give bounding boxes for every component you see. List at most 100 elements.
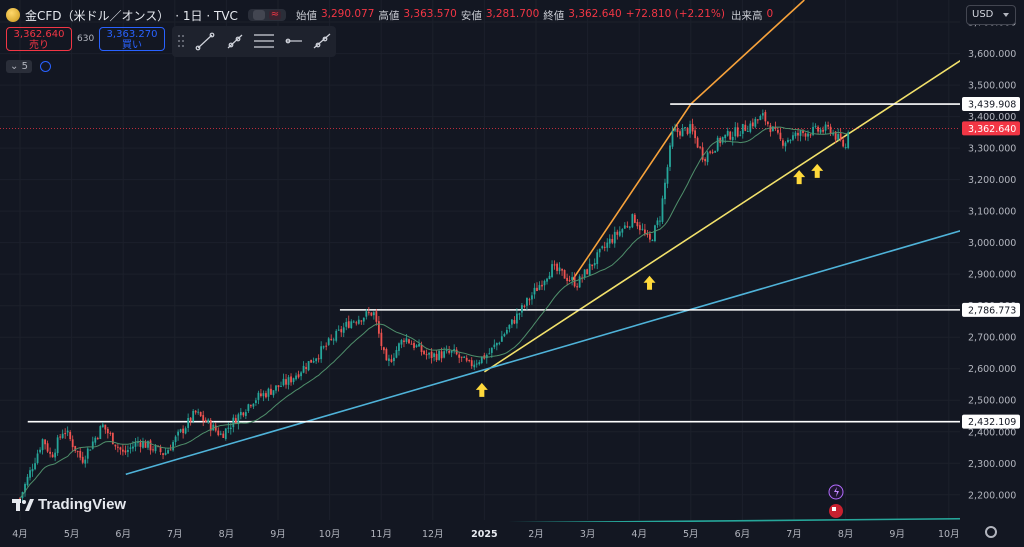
price-axis[interactable]: 2,200.000 2,300.000 2,400.000 2,500.000 2,60… <box>960 0 1024 547</box>
candle-body <box>490 347 493 353</box>
trendline-tool-icon[interactable] <box>195 32 215 51</box>
interval-label[interactable]: · 1日 · TVC <box>175 8 238 23</box>
candle-body <box>774 126 777 129</box>
candle-body <box>458 354 461 358</box>
candle-body <box>643 229 646 234</box>
time-axis[interactable]: 4月 5月 6月 7月 8月 9月 10月 11月 12月 2025 2月 3月 4月 5月 6月 7月 8月 9… <box>0 522 960 547</box>
candle-body <box>144 441 147 448</box>
level-price-tag <box>962 414 1020 429</box>
candle-body <box>69 431 72 440</box>
candle-body <box>526 298 528 306</box>
candle-body <box>290 376 292 383</box>
candle-body <box>764 111 767 122</box>
time-tick-label: 8月 <box>838 529 854 540</box>
market-status-pill[interactable]: ≈ <box>247 9 286 21</box>
candle-body <box>372 312 375 316</box>
last-price-tag <box>962 121 1020 136</box>
candle-body <box>440 351 443 359</box>
ray-tool-icon[interactable] <box>227 34 243 49</box>
buy-button[interactable]: 3,363.270 買い <box>99 27 165 51</box>
candle-body <box>664 182 666 200</box>
candle-body <box>109 432 112 434</box>
candle-body <box>116 446 119 448</box>
candle-body <box>714 150 717 153</box>
candle-body <box>814 125 817 127</box>
candle-body <box>262 393 265 397</box>
candle-body <box>463 356 466 359</box>
candle-body <box>583 269 586 278</box>
candle-body <box>204 419 207 423</box>
candle-body <box>56 437 59 454</box>
candle-body <box>445 349 448 352</box>
chevron-down-icon: ⌄ <box>10 61 19 72</box>
candle-body <box>809 134 812 136</box>
extended-line-tool-icon[interactable] <box>313 33 331 49</box>
currency-select[interactable]: USD <box>966 5 1016 25</box>
candle-body <box>398 343 400 351</box>
candle-body <box>89 449 92 451</box>
candle-body <box>247 404 250 411</box>
gold-icon <box>6 8 20 22</box>
candle-body <box>24 484 26 493</box>
candle-body <box>99 426 102 440</box>
candle-body <box>438 350 441 360</box>
candle-body <box>300 372 302 377</box>
fib-tool-icon[interactable] <box>254 34 274 48</box>
horizontal-levels <box>0 103 960 423</box>
candle-body <box>536 287 538 291</box>
indicator-settings-icon[interactable] <box>39 61 51 72</box>
candle-body <box>787 139 789 143</box>
spread-value: 630 <box>77 34 95 44</box>
candle-body <box>546 278 548 282</box>
candle-body <box>689 124 691 134</box>
gear-icon[interactable] <box>985 526 997 538</box>
price-tick-label: 2,500.000 <box>968 396 1016 407</box>
candle-body <box>531 295 533 300</box>
candle-body <box>81 456 84 463</box>
time-tick-label: 6月 <box>115 529 131 540</box>
sell-button[interactable]: 3,362.640 売り <box>6 27 72 51</box>
symbol-title[interactable]: 金CFD（米ドル／オンス） <box>25 8 170 23</box>
drawing-toolbar <box>172 26 336 57</box>
time-tick-label: 7月 <box>786 529 802 540</box>
candle-body <box>385 348 388 361</box>
price-tick-label: 3,000.000 <box>968 238 1016 249</box>
candle-body <box>370 312 373 316</box>
grid <box>0 0 960 520</box>
candle-body <box>488 353 491 355</box>
candle-body <box>561 268 563 271</box>
level-price-tag <box>962 97 1020 112</box>
candle-body <box>36 453 39 464</box>
time-tick-label: 2月 <box>528 529 544 540</box>
candle-body <box>64 433 67 435</box>
candle-body <box>608 238 611 244</box>
candle-body <box>121 449 124 452</box>
candle-body <box>598 248 601 253</box>
candle-body <box>558 267 561 272</box>
candle-body <box>659 220 661 222</box>
indicator-toggle[interactable]: ⌄ 5 <box>6 60 32 73</box>
candle-body <box>66 430 69 433</box>
price-tick-label: 3,200.000 <box>968 175 1016 186</box>
candle-body <box>603 246 606 248</box>
horizontal-line-tool-icon[interactable] <box>285 38 302 44</box>
candle-body <box>360 320 363 322</box>
candle-body <box>656 220 659 225</box>
candle-body <box>132 446 134 449</box>
candle-body <box>626 226 629 228</box>
candle-body <box>701 147 704 160</box>
candle-body <box>500 336 503 342</box>
candle-body <box>382 347 385 351</box>
candle-body <box>510 319 513 325</box>
candle-body <box>686 127 689 134</box>
candle-body <box>260 393 262 397</box>
candle-body <box>189 417 192 422</box>
candle-body <box>839 133 842 140</box>
candle-body <box>591 264 594 267</box>
candle-body <box>194 410 197 413</box>
candle-body <box>410 343 413 345</box>
drag-handle-icon[interactable] <box>178 35 184 47</box>
candle-body <box>119 447 122 450</box>
candle-body <box>395 350 398 358</box>
